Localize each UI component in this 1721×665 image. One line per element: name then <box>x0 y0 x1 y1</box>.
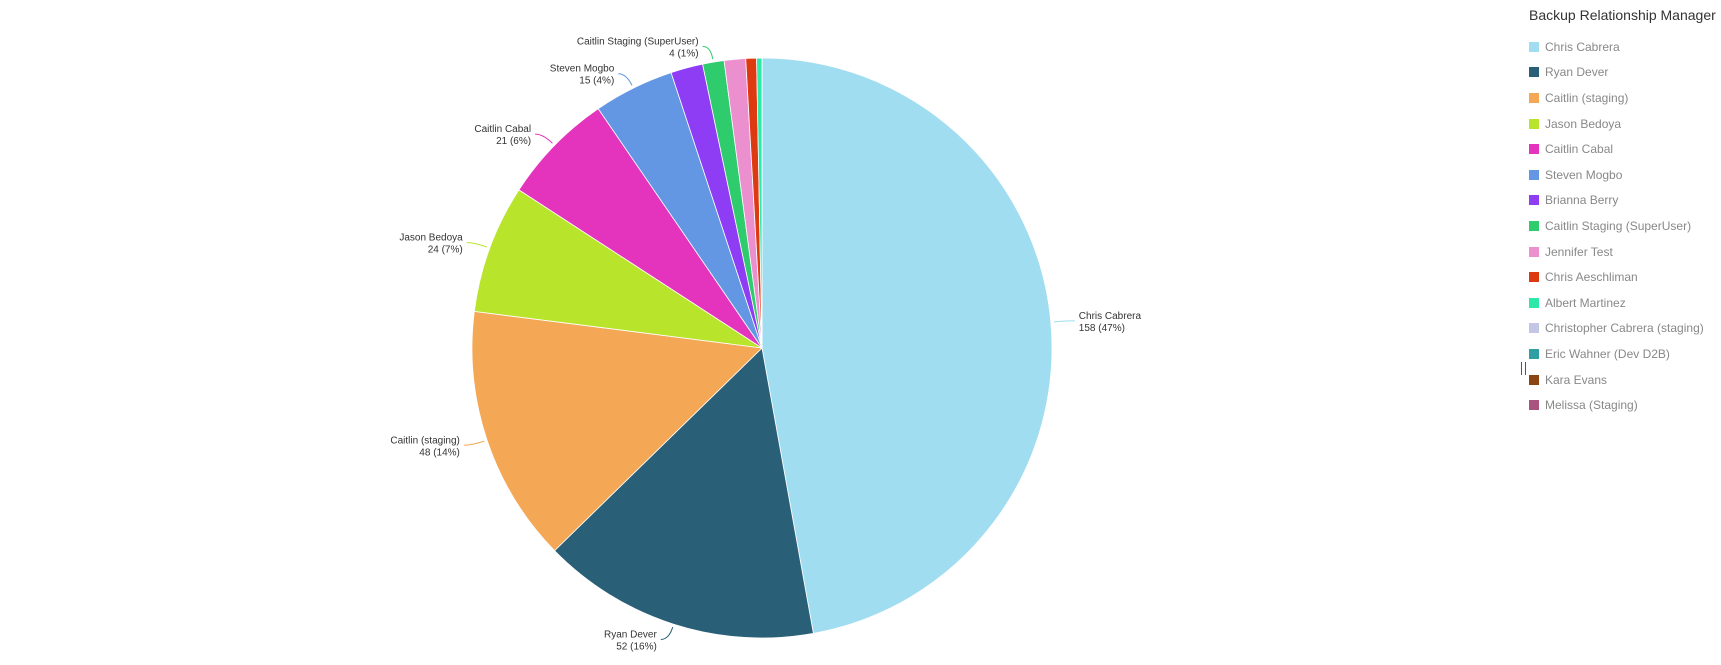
legend-swatch-jason-bedoya <box>1529 118 1539 129</box>
legend-swatch-caitlin-staging <box>1529 92 1539 103</box>
legend-item-caitlin-staging-superuser[interactable]: Caitlin Staging (SuperUser) <box>1529 213 1716 239</box>
legend-item-kara-evans[interactable]: Kara Evans <box>1529 367 1716 393</box>
slice-label-value-caitlin-cabal: 21 (6%) <box>496 136 531 147</box>
legend-resize-handle[interactable] <box>1521 362 1526 375</box>
label-leader-steven-mogbo <box>618 73 633 86</box>
legend-swatch-chris-cabrera <box>1529 41 1539 52</box>
label-leader-caitlin-staging <box>463 440 485 446</box>
legend-swatch-christopher-cabrera-staging <box>1529 323 1539 334</box>
legend-item-brianna-berry[interactable]: Brianna Berry <box>1529 188 1716 214</box>
pie-slice-ryan-dever[interactable] <box>553 347 814 639</box>
slice-label-value-caitlin-staging: 48 (14%) <box>419 447 460 458</box>
legend-label-ryan-dever: Ryan Dever <box>1545 65 1609 80</box>
legend-label-steven-mogbo: Steven Mogbo <box>1545 167 1623 182</box>
legend-swatch-steven-mogbo <box>1529 169 1539 180</box>
label-leader-chris-cabrera <box>1053 320 1075 323</box>
legend-swatch-albert-martinez <box>1529 297 1539 308</box>
legend-item-caitlin-staging[interactable]: Caitlin (staging) <box>1529 85 1716 111</box>
legend-swatch-brianna-berry <box>1529 195 1539 206</box>
legend-swatch-ryan-dever <box>1529 67 1539 78</box>
legend-swatch-chris-aeschliman <box>1529 272 1539 283</box>
pie-slice-chris-cabrera[interactable] <box>761 57 1053 634</box>
pie-slice-caitlin-staging[interactable] <box>471 310 763 552</box>
slice-label-value-steven-mogbo: 15 (4%) <box>579 76 614 87</box>
legend-label-jennifer-test: Jennifer Test <box>1545 244 1613 259</box>
legend-item-chris-aeschliman[interactable]: Chris Aeschliman <box>1529 264 1716 290</box>
legend-item-melissa-staging[interactable]: Melissa (Staging) <box>1529 392 1716 418</box>
label-leader-jason-bedoya <box>466 242 488 248</box>
legend-item-jennifer-test[interactable]: Jennifer Test <box>1529 239 1716 265</box>
legend-title: Backup Relationship Manager <box>1529 7 1716 23</box>
legend-label-caitlin-staging: Caitlin (staging) <box>1545 90 1629 105</box>
legend-swatch-melissa-staging <box>1529 400 1539 411</box>
legend-label-christopher-cabrera-staging: Christopher Cabrera (staging) <box>1545 321 1704 336</box>
legend-items: Chris Cabrera Ryan Dever Caitlin (staging)… <box>1529 34 1716 418</box>
legend-label-chris-aeschliman: Chris Aeschliman <box>1545 270 1638 285</box>
legend-label-kara-evans: Kara Evans <box>1545 372 1608 387</box>
legend-item-steven-mogbo[interactable]: Steven Mogbo <box>1529 162 1716 188</box>
slice-label-value-caitlin-staging-superuser: 4 (1%) <box>669 48 698 59</box>
legend-label-caitlin-staging-superuser: Caitlin Staging (SuperUser) <box>1545 218 1692 233</box>
legend-item-albert-martinez[interactable]: Albert Martinez <box>1529 290 1716 316</box>
slice-label-name-chris-cabrera: Chris Cabrera <box>1079 311 1142 322</box>
pie-slices <box>471 57 1053 639</box>
legend-label-albert-martinez: Albert Martinez <box>1545 295 1626 310</box>
slice-label-name-caitlin-cabal: Caitlin Cabal <box>474 124 531 135</box>
slice-label-name-caitlin-staging-superuser: Caitlin Staging (SuperUser) <box>577 36 699 47</box>
legend-swatch-caitlin-staging-superuser <box>1529 220 1539 231</box>
legend-label-caitlin-cabal: Caitlin Cabal <box>1545 142 1614 157</box>
slice-label-name-caitlin-staging: Caitlin (staging) <box>390 435 459 446</box>
legend-item-eric-wahner-dev-d2b[interactable]: Eric Wahner (Dev D2B) <box>1529 341 1716 367</box>
legend: Backup Relationship Manager Chris Cabrer… <box>1529 7 1716 418</box>
legend-swatch-kara-evans <box>1529 374 1539 385</box>
pie-slice-caitlin-cabal[interactable] <box>518 108 763 349</box>
label-leader-ryan-dever <box>660 626 674 640</box>
legend-item-chris-cabrera[interactable]: Chris Cabrera <box>1529 34 1716 60</box>
legend-item-christopher-cabrera-staging[interactable]: Christopher Cabrera (staging) <box>1529 316 1716 342</box>
legend-item-ryan-dever[interactable]: Ryan Dever <box>1529 60 1716 86</box>
slice-label-value-chris-cabrera: 158 (47%) <box>1079 323 1125 334</box>
slice-label-name-jason-bedoya: Jason Bedoya <box>399 233 463 244</box>
legend-swatch-eric-wahner-dev-d2b <box>1529 348 1539 359</box>
label-leader-caitlin-cabal <box>535 133 553 144</box>
legend-label-chris-cabrera: Chris Cabrera <box>1545 39 1620 54</box>
legend-swatch-caitlin-cabal <box>1529 144 1539 155</box>
slice-label-value-ryan-dever: 52 (16%) <box>616 641 657 652</box>
legend-label-melissa-staging: Melissa (Staging) <box>1545 398 1638 413</box>
pie-slice-jason-bedoya[interactable] <box>473 189 763 349</box>
slice-label-name-ryan-dever: Ryan Dever <box>604 629 657 640</box>
legend-item-caitlin-cabal[interactable]: Caitlin Cabal <box>1529 136 1716 162</box>
label-leader-caitlin-staging-superuser <box>702 45 714 60</box>
slice-label-value-jason-bedoya: 24 (7%) <box>428 245 463 256</box>
pie-slice-albert-martinez[interactable] <box>756 57 763 349</box>
legend-swatch-jennifer-test <box>1529 246 1539 257</box>
legend-item-jason-bedoya[interactable]: Jason Bedoya <box>1529 111 1716 137</box>
legend-label-eric-wahner-dev-d2b: Eric Wahner (Dev D2B) <box>1545 346 1670 361</box>
legend-label-jason-bedoya: Jason Bedoya <box>1545 116 1622 131</box>
slice-label-name-steven-mogbo: Steven Mogbo <box>550 64 615 75</box>
legend-label-brianna-berry: Brianna Berry <box>1545 193 1619 208</box>
